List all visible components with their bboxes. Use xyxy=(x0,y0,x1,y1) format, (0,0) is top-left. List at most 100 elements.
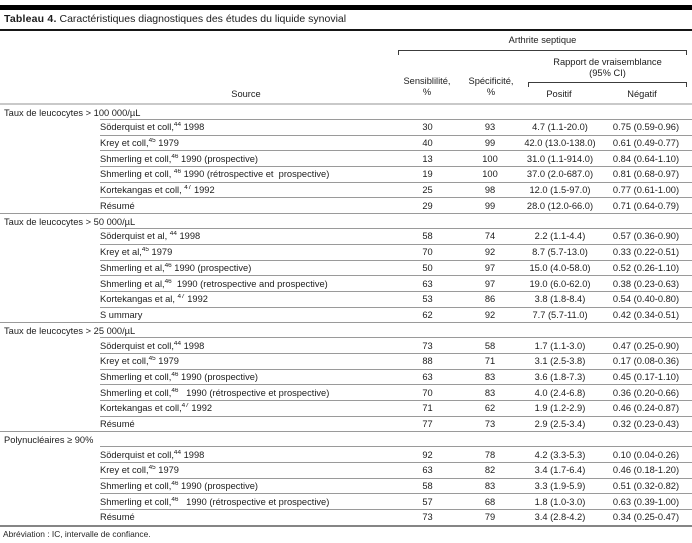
lr-positive-cell: 15.0 (4.0-58.0) xyxy=(529,262,591,273)
source-cell: Shmerling et coll,46 1990 (prospective) xyxy=(100,371,259,382)
lr-negative-cell: 0.52 (0.26-1.10) xyxy=(612,262,680,273)
source-cell: Kortekangas et al, 47 1992 xyxy=(100,294,208,305)
specificity-cell: 97 xyxy=(484,278,496,289)
source-cell: Krey et coll,45 1979 xyxy=(100,138,179,149)
lr-positive-cell: 3.1 (2.5-3.8) xyxy=(534,356,586,367)
specificity-cell: 97 xyxy=(484,262,496,273)
table-row: Shmerling et coll, 46 1990 (rétrospectiv… xyxy=(100,166,692,182)
table-section: Polynucléaires ≥ 90% Söderquist et coll,4… xyxy=(0,431,692,524)
specificity-cell: 79 xyxy=(484,512,496,523)
sensitivity-cell: 30 xyxy=(422,122,433,133)
specificity-cell: 62 xyxy=(484,403,496,414)
lr-positive-cell: 2.2 (1.1-4.4) xyxy=(534,231,586,242)
sensitivity-cell: 57 xyxy=(422,496,433,507)
table-row: Kortekangas et coll,47 1992 71 62 1.9 (1.2-… xyxy=(100,400,692,416)
source-cell: Kortekangas et coll,47 1992 xyxy=(100,403,213,414)
lr-positive-cell: 2.9 (2.5-3.4) xyxy=(534,419,586,430)
table-row: Kortekangas et coll, 47 1992 25 98 12.0 (1.… xyxy=(100,181,692,198)
source-cell: Söderquist et coll,44 1998 xyxy=(100,340,205,351)
reference-superscript: 46 xyxy=(164,278,172,285)
table-row: Shmerling et coll,46 1990 (rétrospective… xyxy=(100,493,692,509)
source-cell: Krey et al,45 1979 xyxy=(100,247,173,258)
lr-positive-cell: 1.7 (1.1-3.0) xyxy=(534,340,586,351)
reference-superscript: 45 xyxy=(141,247,149,254)
specificity-cell: 92 xyxy=(484,309,496,320)
sensitivity-cell: 92 xyxy=(422,449,433,460)
source-cell: Shmerling et al,46 1990 (retrospective a… xyxy=(100,278,328,289)
lr-negative-cell: 0.32 (0.23-0.43) xyxy=(612,419,680,430)
sensitivity-cell: 53 xyxy=(422,294,433,305)
source-cell: Shmerling et coll,46 1990 (prospective) xyxy=(100,481,259,492)
table-section: Taux de leucocytes > 100 000/µL Söderquis… xyxy=(0,105,692,213)
header-group-likelihood-ratio: Rapport de vraisemblance (95% CI) xyxy=(553,57,662,78)
table-row: Shmerling et coll,46 1990 (prospective) 6… xyxy=(100,368,692,385)
specificity-cell: 83 xyxy=(484,387,496,398)
specificity-cell: 68 xyxy=(484,496,496,507)
column-header-positive: Positif xyxy=(546,89,572,99)
reference-superscript: 45 xyxy=(148,356,156,363)
lr-positive-cell: 3.3 (1.9-5.9) xyxy=(534,481,586,492)
top-black-bar xyxy=(0,5,692,10)
lr-positive-cell: 1.8 (1.0-3.0) xyxy=(534,496,586,507)
lr-negative-cell: 0.75 (0.59-0.96) xyxy=(612,122,680,133)
lr-negative-cell: 0.84 (0.64-1.10) xyxy=(612,153,680,164)
lr-negative-cell: 0.57 (0.36-0.90) xyxy=(612,231,680,242)
sensitivity-cell: 63 xyxy=(422,465,433,476)
specificity-cell: 74 xyxy=(484,231,496,242)
specificity-cell: 71 xyxy=(484,356,496,367)
header-rule xyxy=(0,103,692,105)
reference-superscript: 46 xyxy=(164,262,172,269)
lr-positive-cell: 4.2 (3.3-5.3) xyxy=(534,449,586,460)
table-row: Krey et coll,45 1979 88 71 3.1 (2.5-3.8) 0.1… xyxy=(100,352,692,369)
lr-negative-cell: 0.38 (0.23-0.63) xyxy=(612,278,680,289)
source-cell: Résumé xyxy=(100,200,135,211)
lr-positive-cell: 3.8 (1.8-8.4) xyxy=(534,294,586,305)
lr-negative-cell: 0.46 (0.18-1.20) xyxy=(612,465,680,476)
section-label: Taux de leucocytes > 100 000/µL xyxy=(4,108,141,118)
table-row: Résumé 73 79 3.4 (2.8-4.2) 0.34 (0.25-0.47) xyxy=(100,509,692,525)
lr-positive-cell: 1.9 (1.2-2.9) xyxy=(534,403,586,414)
lr-negative-cell: 0.81 (0.68-0.97) xyxy=(612,169,680,180)
lr-positive-cell: 19.0 (6.0-62.0) xyxy=(529,278,591,289)
column-header-specificity: Spécificité, % xyxy=(468,76,514,97)
lr-positive-cell: 4.0 (2.4-6.8) xyxy=(534,387,586,398)
sensitivity-cell: 73 xyxy=(422,512,433,523)
bottom-rule xyxy=(0,525,692,527)
source-cell: Kortekangas et coll, 47 1992 xyxy=(100,185,215,196)
table-title: Tableau 4. Caractéristiques diagnostique… xyxy=(4,13,688,25)
lr-negative-cell: 0.45 (0.17-1.10) xyxy=(612,371,680,382)
lr-positive-cell: 28.0 (12.0-66.0) xyxy=(526,200,594,211)
table-row: Shmerling et coll,46 1990 (prospective) 5… xyxy=(100,477,692,494)
sensitivity-cell: 71 xyxy=(422,403,433,414)
reference-superscript: 46 xyxy=(171,371,179,378)
reference-superscript: 44 xyxy=(173,449,182,456)
table-row: Résumé 77 73 2.9 (2.5-3.4) 0.32 (0.23-0.43) xyxy=(100,415,692,432)
section-label: Taux de leucocytes > 50 000/µL xyxy=(4,217,136,228)
sensitivity-cell: 50 xyxy=(422,262,433,273)
source-cell: Krey et coll,45 1979 xyxy=(100,465,179,476)
table-title-number: Tableau 4. xyxy=(4,13,57,25)
specificity-cell: 86 xyxy=(484,294,496,305)
source-cell: Shmerling et al,46 1990 (prospective) xyxy=(100,262,252,273)
header-bracket-outer xyxy=(398,50,687,55)
specificity-cell: 100 xyxy=(482,153,498,164)
sensitivity-cell: 40 xyxy=(422,138,433,149)
table-title-text: Caractéristiques diagnostiques des étude… xyxy=(56,13,347,25)
lr-negative-cell: 0.47 (0.25-0.90) xyxy=(612,340,680,351)
header-group-arthrite-septique: Arthrite septique xyxy=(508,35,577,45)
lr-positive-cell: 31.0 (1.1-914.0) xyxy=(526,153,594,164)
section-label: Taux de leucocytes > 25 000/µL xyxy=(4,326,136,337)
lr-positive-cell: 3.6 (1.8-7.3) xyxy=(534,371,586,382)
table-row: Résumé 29 99 28.0 (12.0-66.0) 0.71 (0.64-0.7… xyxy=(100,197,692,213)
reference-superscript: 47 xyxy=(177,294,185,301)
lr-negative-cell: 0.42 (0.34-0.51) xyxy=(612,309,680,320)
table-header: Arthrite septique Rapport de vraisemblan… xyxy=(0,32,692,103)
table-section: Taux de leucocytes > 50 000/µL Söderquist… xyxy=(0,213,692,322)
sensitivity-cell: 19 xyxy=(422,169,433,180)
specificity-cell: 99 xyxy=(484,138,496,149)
source-cell: Résumé xyxy=(100,419,135,430)
reference-superscript: 46 xyxy=(173,169,181,176)
table-row: Krey et coll,45 1979 40 99 42.0 (13.0-138.0… xyxy=(100,134,692,151)
specificity-cell: 83 xyxy=(484,371,496,382)
